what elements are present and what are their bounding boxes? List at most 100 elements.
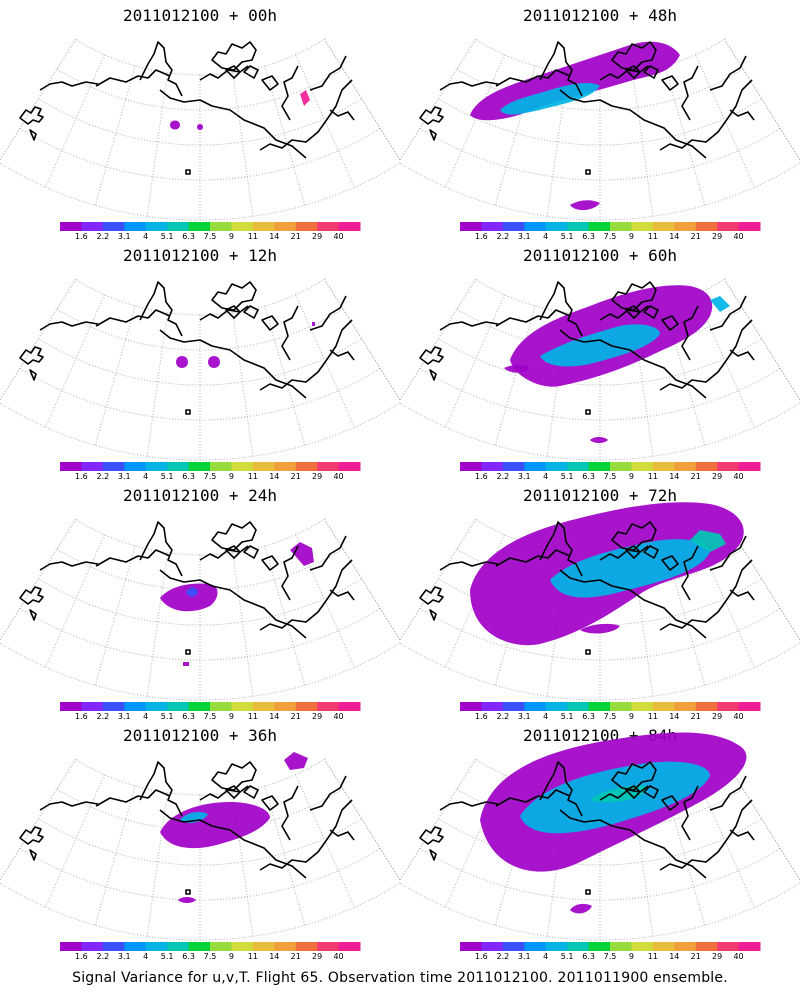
coastline [261,315,279,331]
colorbar-label: 3.1 [118,232,131,240]
colorbar-swatch [338,942,361,951]
coastline [661,795,679,811]
variance-region [208,356,220,368]
colorbar-label: 21 [691,712,701,720]
coastline [225,65,241,79]
colorbar-label: 4 [143,472,148,480]
coastline [643,305,659,319]
meridian-line [324,519,400,642]
colorbar-label: 7.5 [204,472,217,480]
colorbar-label: 6.3 [582,952,595,960]
latitude-line [419,607,781,661]
coastline [659,79,753,151]
colorbar-swatch [231,222,254,231]
colorbar-swatch [188,222,211,231]
colorbar: 1.6 2.2 3.1 4 5.1 6.3 7.5 9 11 14 21 29 40 [460,462,761,480]
colorbar-swatch [481,702,504,711]
colorbar-label: 3.1 [518,952,531,960]
coastline [585,169,591,175]
map-panel-72h: 2011012100 + 72h 1.6 2.2 3.1 4 5.1 6.3 7.5 9 11 14… [400,480,800,720]
coastline [559,569,707,639]
colorbar: 1.6 2.2 3.1 4 5.1 6.3 7.5 9 11 14 21 29 40 [460,942,761,960]
colorbar-label: 29 [712,952,722,960]
colorbar-swatch [460,222,482,231]
colorbar: 1.6 2.2 3.1 4 5.1 6.3 7.5 9 11 14 21 29 40 [460,222,761,240]
colorbar-label: 1.6 [75,232,88,240]
coastline [329,109,355,121]
colorbar-label: 29 [712,232,722,240]
colorbar-label: 1.6 [475,472,488,480]
colorbar-label: 14 [669,232,679,240]
map-panel-12h: 2011012100 + 12h 1.6 2.2 3.1 4 5.1 6.3 7.5 9 11 14… [0,240,400,480]
meridian-line [444,294,505,428]
colorbar-swatch [545,942,568,951]
colorbar-swatch [81,942,104,951]
coastline [185,169,191,175]
colorbar-swatch [252,222,275,231]
colorbar-swatch [145,462,168,471]
colorbar-swatch [338,222,361,231]
colorbar: 1.6 2.2 3.1 4 5.1 6.3 7.5 9 11 14 21 29 40 [60,462,361,480]
colorbar-swatch [60,462,82,471]
colorbar-label: 9 [229,232,234,240]
colorbar-label: 29 [712,712,722,720]
coastline [611,41,657,71]
forecast-map [400,278,800,461]
colorbar-swatch [167,702,190,711]
coastline [729,829,755,841]
coastline [681,545,699,601]
colorbar-swatch [188,702,211,711]
meridian-line [44,294,105,428]
colorbar-label: 5.1 [561,712,574,720]
forecast-map [400,732,800,941]
coastline [29,129,37,141]
colorbar-label: 5.1 [561,472,574,480]
colorbar-label: 40 [333,952,343,960]
colorbar-swatch [652,462,675,471]
colorbar-swatch [502,702,525,711]
coastline [243,785,259,799]
colorbar-swatch [460,942,482,951]
colorbar-swatch [652,222,675,231]
coastline [211,281,257,311]
colorbar-label: 11 [648,952,658,960]
colorbar-label: 29 [712,472,722,480]
colorbar-swatch [338,702,361,711]
map-panel-00h: 2011012100 + 00h 1.6 2.2 3.1 4 5.1 6.3 7.5 9 11 14… [0,0,400,240]
variance-region [312,322,315,326]
meridian-line [400,279,476,402]
variance-region [710,296,730,312]
coastline [429,849,437,861]
coastline [709,295,747,331]
coastline [643,545,659,559]
meridian-line [146,552,168,697]
coastline [611,521,657,551]
coastline [419,106,444,125]
colorbar-label: 29 [312,952,322,960]
colorbar-label: 11 [248,952,258,960]
forecast-map [0,518,400,701]
coastline [625,545,641,559]
coastline [225,545,241,559]
colorbar-swatch [81,702,104,711]
latitude-line [456,68,744,111]
colorbar-swatch [738,702,761,711]
coastline [709,535,747,571]
colorbar-label: 40 [333,232,343,240]
coastline [625,305,641,319]
colorbar-swatch [167,462,190,471]
colorbar-swatch [631,222,654,231]
colorbar-label: 9 [229,472,234,480]
colorbar-label: 7.5 [604,472,617,480]
coastline [585,649,591,655]
colorbar-swatch [167,222,190,231]
coastline [611,281,657,311]
colorbar-swatch [317,462,340,471]
meridian-line [0,279,76,402]
coastline [625,65,641,79]
coastline [709,55,747,91]
colorbar-swatch [252,702,275,711]
panel-title: 2011012100 + 72h [522,486,678,505]
variance-region [176,356,188,368]
colorbar-label: 9 [229,952,234,960]
